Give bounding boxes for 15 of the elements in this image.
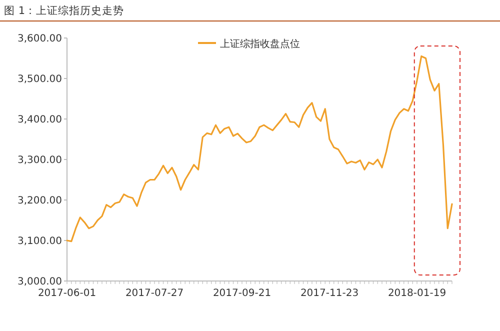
legend-label: 上证综指收盘点位	[220, 38, 300, 50]
y-tick-label: 3,400.00	[17, 114, 62, 126]
line-series	[66, 55, 453, 242]
x-tick-label: 2017-11-23	[300, 288, 359, 299]
y-tick-label: 3,300.00	[17, 155, 62, 166]
x-tick-label: 2017-06-01	[38, 288, 96, 299]
y-tick-label: 3,500.00	[17, 74, 62, 85]
y-tick-label: 3,200.00	[17, 196, 62, 206]
y-tick-label: 3,000.00	[17, 276, 62, 288]
x-tick-label: 2017-09-21	[212, 288, 272, 299]
x-tick-label: 2017-07-27	[125, 288, 184, 299]
y-tick-label: 3,600.00	[17, 34, 62, 44]
chart-title: 图 1：上证综指历史走势	[4, 4, 124, 17]
x-tick-label: 2018-01-19	[388, 288, 446, 299]
y-tick-label: 3,100.00	[17, 236, 62, 247]
